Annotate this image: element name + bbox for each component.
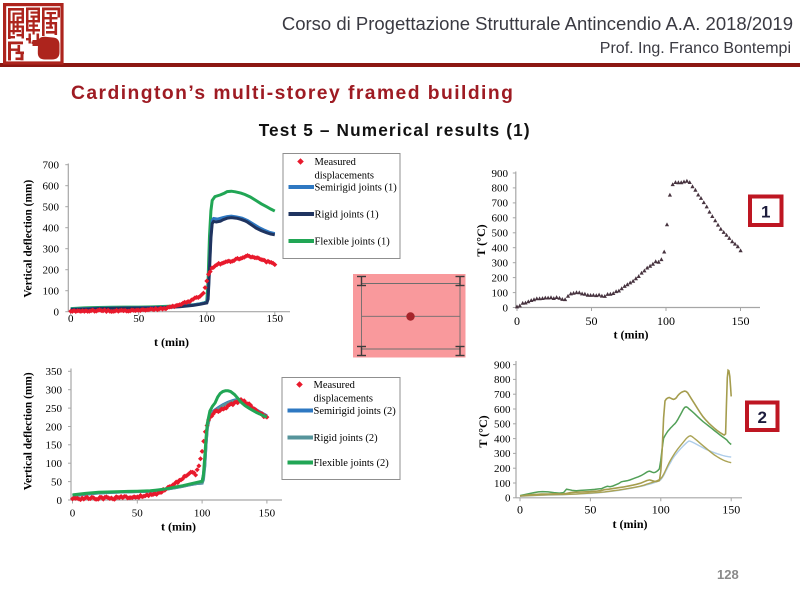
svg-text:T (°C): T (°C) [474, 224, 488, 256]
svg-text:100: 100 [199, 313, 216, 325]
svg-text:100: 100 [652, 503, 670, 517]
svg-text:400: 400 [43, 223, 60, 235]
svg-text:50: 50 [133, 313, 145, 325]
svg-text:Measured: Measured [315, 157, 357, 168]
svg-text:100: 100 [657, 314, 675, 328]
svg-text:700: 700 [492, 198, 509, 210]
svg-text:Measured: Measured [314, 380, 356, 391]
svg-text:Rigid joints (2): Rigid joints (2) [314, 433, 379, 444]
svg-text:600: 600 [494, 404, 511, 416]
svg-text:50: 50 [132, 508, 144, 520]
svg-text:800: 800 [494, 374, 511, 386]
svg-text:Flexible joints (2): Flexible joints (2) [314, 458, 390, 469]
svg-text:50: 50 [584, 503, 596, 517]
svg-text:250: 250 [46, 403, 63, 415]
svg-text:t (min): t (min) [614, 328, 649, 342]
svg-text:100: 100 [194, 508, 211, 520]
svg-text:Flexible joints (1): Flexible joints (1) [315, 237, 391, 248]
svg-text:2: 2 [757, 408, 766, 427]
svg-text:800: 800 [492, 183, 509, 195]
svg-text:700: 700 [43, 160, 60, 172]
svg-text:Semirigid joints (2): Semirigid joints (2) [314, 406, 397, 417]
svg-text:300: 300 [494, 448, 511, 460]
svg-text:600: 600 [43, 181, 60, 193]
svg-text:200: 200 [492, 272, 509, 284]
svg-text:100: 100 [46, 458, 63, 470]
svg-text:Rigid joints (1): Rigid joints (1) [315, 210, 380, 221]
svg-text:300: 300 [43, 244, 60, 256]
svg-text:350: 350 [46, 366, 63, 378]
svg-text:400: 400 [494, 433, 511, 445]
svg-text:200: 200 [494, 463, 511, 475]
svg-text:50: 50 [51, 476, 63, 488]
svg-text:150: 150 [722, 503, 740, 517]
svg-text:displacements: displacements [314, 394, 373, 405]
svg-text:50: 50 [586, 314, 598, 328]
svg-text:Vertical deflection (mm): Vertical deflection (mm) [23, 180, 35, 298]
svg-text:200: 200 [43, 265, 60, 277]
svg-text:700: 700 [494, 389, 511, 401]
svg-text:150: 150 [267, 313, 284, 325]
svg-text:100: 100 [43, 286, 60, 298]
svg-text:t (min): t (min) [154, 335, 189, 349]
svg-text:0: 0 [517, 503, 523, 517]
svg-text:500: 500 [492, 228, 509, 240]
svg-text:500: 500 [494, 419, 511, 431]
svg-text:400: 400 [492, 243, 509, 255]
svg-text:T (°C): T (°C) [476, 415, 490, 447]
svg-text:150: 150 [259, 508, 276, 520]
svg-text:600: 600 [492, 213, 509, 225]
svg-text:0: 0 [70, 508, 76, 520]
svg-text:0: 0 [57, 495, 63, 507]
svg-text:100: 100 [494, 478, 511, 490]
svg-text:150: 150 [46, 440, 63, 452]
svg-text:t (min): t (min) [613, 517, 648, 531]
svg-text:150: 150 [732, 314, 750, 328]
svg-text:1: 1 [761, 203, 770, 222]
svg-text:Vertical deflection (mm): Vertical deflection (mm) [23, 372, 35, 490]
svg-text:300: 300 [492, 258, 509, 270]
svg-text:t (min): t (min) [161, 520, 196, 534]
svg-text:0: 0 [54, 307, 60, 319]
svg-text:500: 500 [43, 202, 60, 214]
svg-text:300: 300 [46, 385, 63, 397]
svg-text:900: 900 [492, 168, 509, 180]
svg-text:100: 100 [492, 287, 509, 299]
svg-text:200: 200 [46, 421, 63, 433]
svg-text:0: 0 [505, 493, 511, 505]
svg-text:displacements: displacements [315, 171, 374, 182]
svg-text:0: 0 [68, 313, 74, 325]
svg-text:900: 900 [494, 359, 511, 371]
svg-text:Semirigid joints (1): Semirigid joints (1) [315, 183, 398, 194]
svg-text:0: 0 [514, 314, 520, 328]
svg-text:0: 0 [503, 302, 509, 314]
